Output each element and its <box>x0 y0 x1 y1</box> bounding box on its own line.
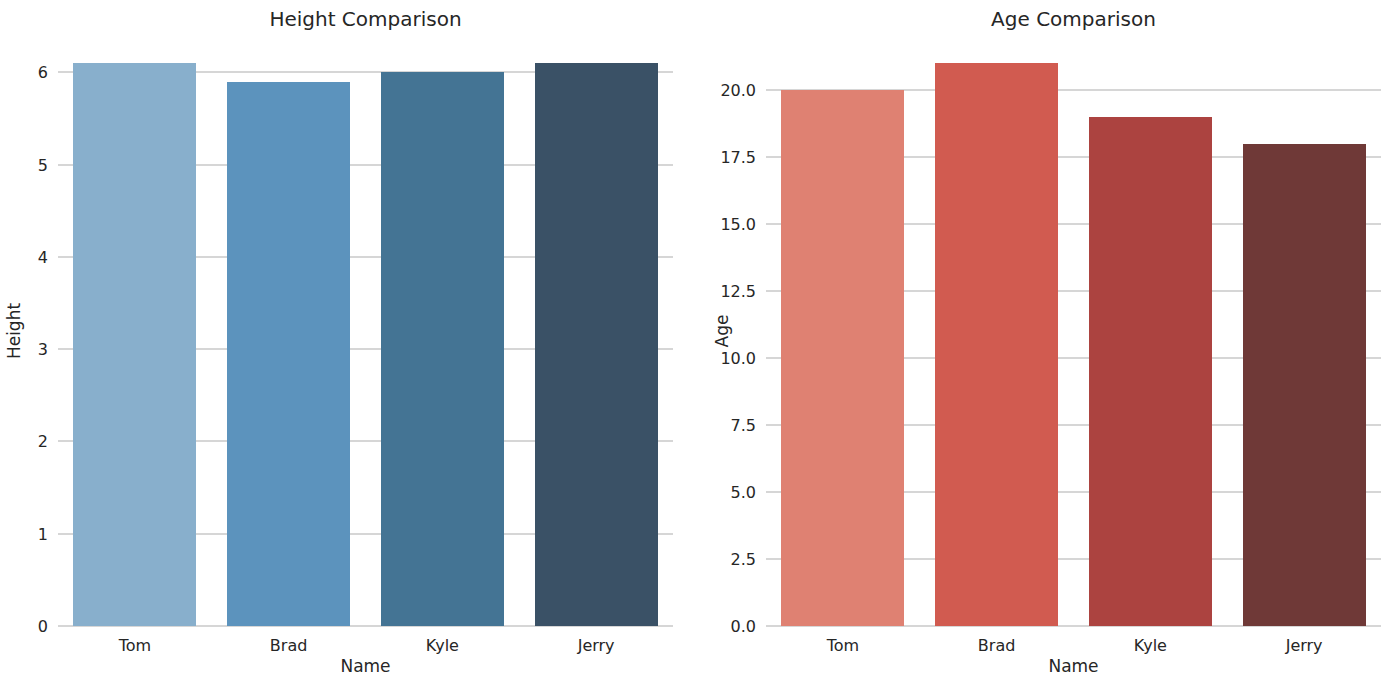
y-tick-label: 4 <box>0 247 48 266</box>
x-tick-label: Brad <box>978 636 1016 655</box>
y-tick-label: 0.0 <box>696 617 756 636</box>
bar-tom <box>781 90 904 626</box>
x-tick-label: Kyle <box>426 636 459 655</box>
chart-title: Age Comparison <box>766 4 1381 34</box>
x-axis-label: Name <box>58 656 673 676</box>
x-tick-label: Brad <box>270 636 308 655</box>
x-axis-label: Name <box>766 656 1381 676</box>
bar-tom <box>73 63 196 626</box>
y-tick-label: 6 <box>0 63 48 82</box>
y-tick-label: 20.0 <box>696 80 756 99</box>
y-tick-label: 15.0 <box>696 214 756 233</box>
x-tick-label: Jerry <box>1286 636 1323 655</box>
y-tick-label: 12.5 <box>696 281 756 300</box>
bar-kyle <box>1089 117 1212 626</box>
x-tick-label: Jerry <box>578 636 615 655</box>
y-tick-label: 10.0 <box>696 348 756 367</box>
y-tick-label: 1 <box>0 524 48 543</box>
x-tick-label: Kyle <box>1134 636 1167 655</box>
figure: Height Comparison Height 0123456TomBradK… <box>0 0 1389 690</box>
bar-jerry <box>1243 144 1366 626</box>
y-tick-label: 2.5 <box>696 549 756 568</box>
chart-title: Height Comparison <box>58 4 673 34</box>
y-tick-label: 0 <box>0 617 48 636</box>
bar-kyle <box>381 72 504 626</box>
y-tick-label: 17.5 <box>696 147 756 166</box>
y-tick-label: 7.5 <box>696 415 756 434</box>
y-tick-label: 5.0 <box>696 482 756 501</box>
x-tick-label: Tom <box>827 636 859 655</box>
bar-jerry <box>535 63 658 626</box>
bar-brad <box>227 82 350 626</box>
y-tick-label: 2 <box>0 432 48 451</box>
y-axis-label: Age <box>712 314 732 347</box>
y-tick-label: 5 <box>0 155 48 174</box>
x-tick-label: Tom <box>119 636 151 655</box>
y-tick-label: 3 <box>0 340 48 359</box>
bar-brad <box>935 63 1058 626</box>
